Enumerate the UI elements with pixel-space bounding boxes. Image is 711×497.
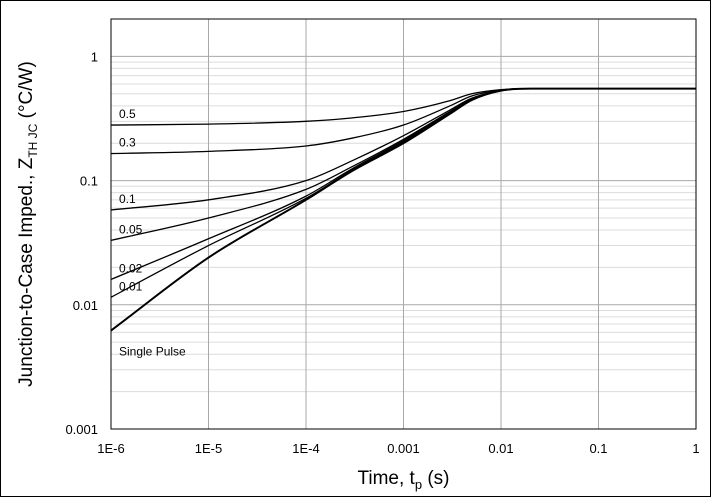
x-tick-label: 1E-4 xyxy=(292,441,319,456)
x-tick-label: 1E-6 xyxy=(97,441,124,456)
plot-area-border xyxy=(110,18,697,430)
x-tick-label: 0.1 xyxy=(589,441,607,456)
curve-label-0-05: 0.05 xyxy=(119,222,143,236)
curve-label-0-5: 0.5 xyxy=(119,107,136,121)
major-gridlines xyxy=(110,19,697,430)
x-tick-label: 0.001 xyxy=(387,441,420,456)
x-axis-title-main: Time, t xyxy=(357,468,415,489)
curves xyxy=(110,87,696,332)
curve-label-single-pulse: Single Pulse xyxy=(119,345,186,359)
y-axis-title: Junction-to-Case Imped., ZTH JC (°C/W) xyxy=(16,61,40,387)
curve-label-0-1: 0.1 xyxy=(119,192,136,206)
x-tick-label: 0.01 xyxy=(488,441,513,456)
curve-label-0-3: 0.3 xyxy=(119,136,136,150)
y-tick-label: 0.01 xyxy=(73,298,98,313)
y-axis-title-main: Junction-to-Case Imped., Z xyxy=(16,157,37,387)
y-tick-label: 1 xyxy=(91,49,98,64)
curve-label-0-02: 0.02 xyxy=(119,261,143,275)
y-axis-title-subscript: TH JC xyxy=(26,123,40,157)
y-tick-labels: 0.001 0.01 0.1 1 xyxy=(65,49,98,437)
x-tick-labels: 1E-6 1E-5 1E-4 0.001 0.01 0.1 1 xyxy=(97,441,699,456)
x-tick-label: 1 xyxy=(692,441,699,456)
curve-labels: 0.5 0.3 0.1 0.05 0.02 0.01 Single Pulse xyxy=(119,107,186,359)
x-axis-title-subscript: p xyxy=(415,477,422,492)
x-tick-label: 1E-5 xyxy=(195,441,222,456)
x-axis-title-unit: (s) xyxy=(422,468,449,489)
y-tick-label: 0.1 xyxy=(80,174,98,189)
curve-label-0-01: 0.01 xyxy=(119,279,143,293)
curve-single-pulse xyxy=(110,87,696,332)
y-axis-title-unit: (°C/W) xyxy=(16,61,37,123)
y-tick-label: 0.001 xyxy=(65,422,98,437)
x-axis-title: Time, tp (s) xyxy=(357,468,449,492)
